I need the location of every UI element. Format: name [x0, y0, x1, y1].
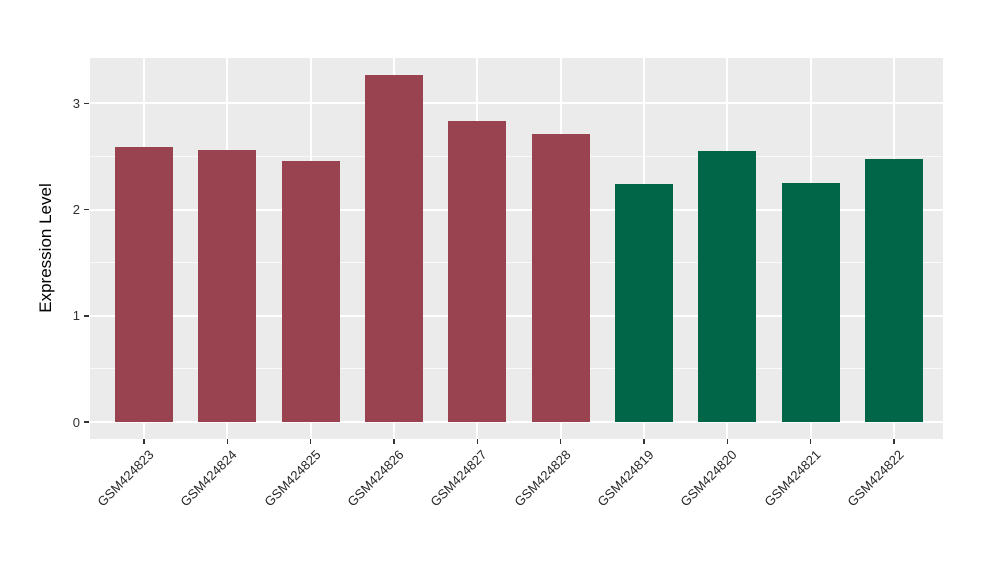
y-tick-mark: [84, 315, 89, 317]
x-tick-label: GSM424825: [261, 447, 324, 510]
bar-GSM424823: [115, 146, 173, 422]
minor-gridline: [90, 156, 943, 157]
x-tick-label: GSM424823: [94, 447, 157, 510]
x-tick-mark: [393, 439, 395, 444]
x-tick-mark: [726, 439, 729, 444]
y-tick-label: 0: [72, 414, 80, 430]
plot-panel: [90, 58, 943, 439]
bar-GSM424827: [448, 121, 507, 422]
x-tick-label: GSM424822: [844, 447, 907, 510]
y-tick-mark: [84, 208, 89, 211]
x-tick-mark: [559, 439, 562, 444]
x-tick-mark: [893, 439, 895, 444]
x-tick-mark: [143, 439, 145, 444]
bar-GSM424824: [198, 150, 257, 422]
x-tick-mark: [309, 439, 312, 444]
y-tick-label: 2: [72, 202, 80, 218]
major-gridline: [90, 208, 943, 211]
bar-GSM424826: [364, 74, 423, 422]
y-tick-label: 1: [72, 308, 80, 324]
x-tick-mark: [476, 439, 479, 444]
minor-gridline: [90, 262, 943, 264]
x-tick-mark: [226, 439, 229, 444]
bar-GSM424821: [781, 183, 840, 422]
bar-GSM424825: [281, 160, 340, 422]
y-tick-label: 3: [72, 95, 80, 111]
bar-GSM424820: [698, 151, 757, 422]
x-tick-label: GSM424828: [511, 447, 574, 510]
x-tick-label: GSM424826: [344, 447, 407, 510]
x-tick-label: GSM424824: [177, 447, 240, 510]
x-tick-mark: [643, 439, 645, 444]
minor-gridline: [90, 368, 943, 370]
bar-GSM424828: [531, 134, 590, 422]
major-gridline: [90, 102, 943, 105]
major-gridline: [90, 314, 943, 317]
major-gridline: [90, 421, 943, 423]
x-tick-mark: [809, 439, 812, 444]
x-tick-label: GSM424827: [427, 447, 490, 510]
y-tick-mark: [84, 102, 89, 105]
x-tick-label: GSM424820: [677, 447, 740, 510]
bar-GSM424822: [864, 158, 923, 422]
x-tick-label: GSM424819: [594, 447, 657, 510]
x-tick-label: GSM424821: [761, 447, 824, 510]
bar-GSM424819: [614, 184, 673, 422]
y-tick-mark: [84, 421, 89, 423]
